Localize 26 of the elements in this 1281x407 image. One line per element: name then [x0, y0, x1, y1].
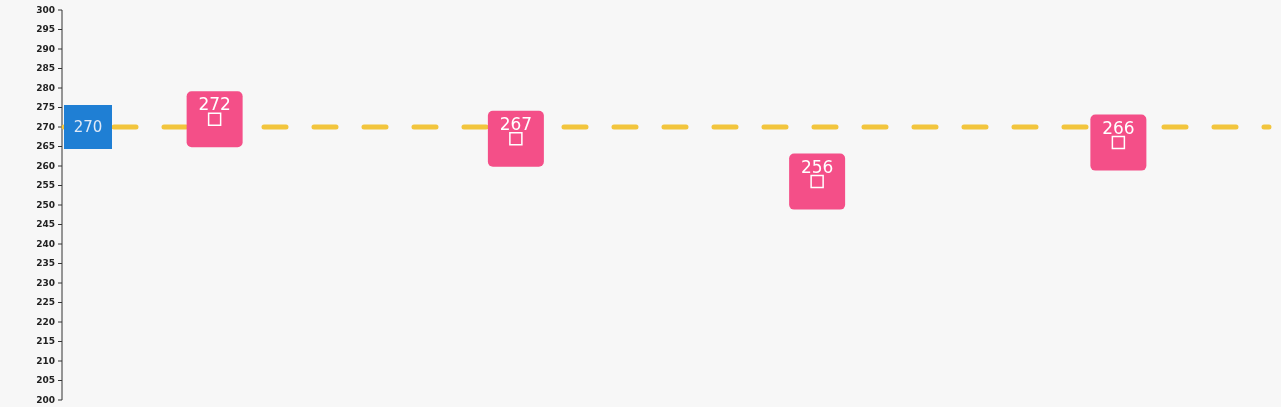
ref-line-label: 270 [73, 118, 103, 137]
y-tick-label: 285 [36, 63, 55, 74]
y-tick-label: 265 [36, 141, 55, 152]
y-tick-label: 230 [36, 277, 55, 288]
y-tick-label: 235 [36, 258, 55, 269]
y-tick-label: 270 [36, 121, 55, 132]
y-tick-label: 290 [36, 43, 55, 54]
y-tick-label: 220 [36, 316, 55, 327]
data-label: 272 [198, 94, 231, 115]
data-label: 266 [1102, 117, 1135, 138]
y-tick-label: 240 [36, 238, 55, 249]
data-label: 267 [499, 113, 533, 134]
y-tick-label: 255 [36, 180, 55, 191]
y-tick-label: 275 [36, 102, 55, 113]
y-tick-label: 215 [36, 336, 55, 347]
y-tick-label: 280 [36, 82, 55, 93]
y-tick-label: 260 [36, 160, 55, 171]
y-tick-label: 295 [36, 24, 55, 35]
y-tick-label: 250 [36, 199, 55, 210]
y-tick-label: 300 [36, 4, 55, 15]
data-label: 256 [800, 156, 834, 177]
y-tick-label: 225 [36, 297, 55, 308]
y-tick-label: 245 [36, 219, 55, 230]
y-tick-label: 200 [36, 394, 55, 405]
y-tick-label: 205 [36, 375, 55, 386]
y-tick-label: 210 [36, 355, 55, 366]
